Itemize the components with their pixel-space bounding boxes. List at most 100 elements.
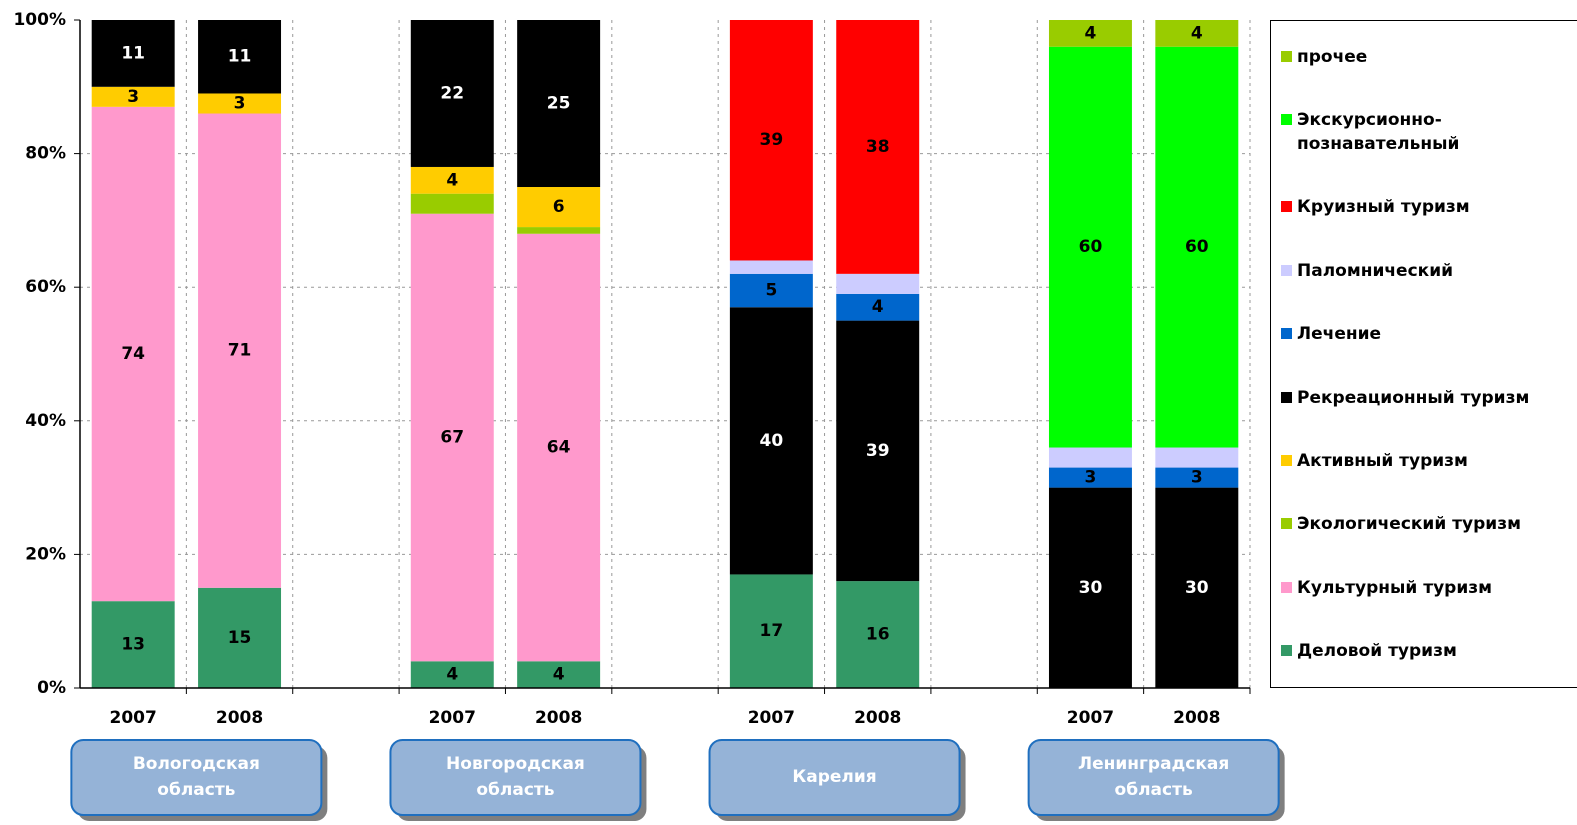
data-label: 13 <box>121 635 145 655</box>
bar-segment <box>729 307 813 575</box>
legend-label: Культурный туризм <box>1297 577 1493 598</box>
legend-item: Лечение <box>1281 322 1577 346</box>
bar-segment <box>91 86 175 107</box>
group-label: Карелия <box>792 767 876 787</box>
group-label: область <box>157 780 235 800</box>
bar-segment <box>1048 46 1132 448</box>
data-label: 4 <box>1191 23 1203 43</box>
legend-label: Лечение <box>1297 324 1382 345</box>
x-tick-label: 2007 <box>110 708 157 728</box>
legend-swatch <box>1281 328 1292 340</box>
legend-item: Деловой туризм <box>1281 639 1577 663</box>
data-label: 17 <box>760 621 784 641</box>
data-label: 60 <box>1079 237 1103 257</box>
legend-item: Активный туризм <box>1281 449 1577 473</box>
bar-segment <box>91 20 175 87</box>
data-label: 3 <box>1191 468 1203 488</box>
bar-segment <box>198 20 282 94</box>
data-label: 39 <box>866 441 890 461</box>
legend-swatch <box>1281 581 1292 593</box>
x-tick-label: 2007 <box>1067 708 1114 728</box>
legend-item: прочее <box>1281 45 1577 69</box>
bar-segment <box>410 166 494 194</box>
legend-label: прочее <box>1297 46 1368 67</box>
bar-segment <box>729 260 813 274</box>
data-label: 74 <box>121 344 145 364</box>
data-label: 16 <box>866 625 890 645</box>
x-tick-label: 2008 <box>1173 708 1220 728</box>
group-label: Вологодская <box>133 754 260 774</box>
bar-segment <box>1048 20 1132 47</box>
data-label: 4 <box>1085 23 1097 43</box>
bar-segment <box>836 20 920 274</box>
legend-item: Экскурсионно-познавательный <box>1281 108 1577 156</box>
bar-segment <box>1155 20 1239 47</box>
data-label: 30 <box>1079 578 1103 598</box>
data-label: 4 <box>872 297 884 317</box>
data-label: 6 <box>553 197 565 217</box>
x-tick-label: 2008 <box>216 708 263 728</box>
data-label: 3 <box>1085 468 1097 488</box>
data-label: 4 <box>446 170 458 190</box>
legend-item: Культурный туризм <box>1281 576 1577 600</box>
bar-segment <box>198 93 282 114</box>
bar-segment <box>91 106 175 602</box>
data-label: 38 <box>866 137 890 157</box>
legend-swatch <box>1281 114 1292 126</box>
bar-segment <box>517 227 601 234</box>
bar-segment <box>729 273 813 308</box>
x-tick-label: 2008 <box>854 708 901 728</box>
legend-swatch <box>1281 518 1292 530</box>
data-label: 71 <box>228 341 252 361</box>
legend-label: Экологический туризм <box>1297 514 1521 535</box>
legend-label: Активный туризм <box>1297 451 1468 472</box>
x-tick-label: 2007 <box>429 708 476 728</box>
data-label: 11 <box>228 47 252 67</box>
legend-swatch <box>1281 455 1292 467</box>
bar-segment <box>836 320 920 582</box>
data-label: 4 <box>553 665 565 685</box>
bar-segment <box>836 273 920 294</box>
legend-swatch <box>1281 50 1292 62</box>
data-label: 3 <box>234 94 246 114</box>
bar-segment <box>1048 447 1132 468</box>
bar-segment <box>198 113 282 588</box>
data-label: 4 <box>446 665 458 685</box>
bar-segment <box>517 661 601 688</box>
bar-segment <box>410 213 494 662</box>
bar-segment <box>198 587 282 688</box>
y-tick-label: 40% <box>25 411 66 431</box>
group-label: Ленинградская <box>1078 754 1229 774</box>
legend-label: Круизный туризм <box>1297 197 1470 218</box>
bar-segment <box>729 20 813 261</box>
group-label: область <box>476 780 554 800</box>
bar-segment <box>1048 467 1132 488</box>
group-box <box>1027 739 1280 816</box>
legend-label: Рекреационный туризм <box>1297 387 1530 408</box>
data-label: 39 <box>760 130 784 150</box>
legend-item: Рекреационный туризм <box>1281 386 1577 410</box>
legend-swatch <box>1281 645 1292 657</box>
bar-segment <box>410 20 494 167</box>
legend-item: Паломнический <box>1281 259 1577 283</box>
group-box <box>708 739 961 816</box>
data-label: 67 <box>440 428 464 448</box>
bar-segment <box>1155 467 1239 488</box>
data-label: 5 <box>765 281 777 301</box>
legend-label: Деловой туризм <box>1297 641 1457 662</box>
legend-swatch <box>1281 264 1292 276</box>
data-label: 15 <box>228 628 252 648</box>
bar-segment <box>1048 487 1132 688</box>
data-label: 11 <box>121 43 145 63</box>
y-tick-label: 20% <box>25 544 66 564</box>
bar-segment <box>836 581 920 688</box>
data-label: 3 <box>127 87 139 107</box>
data-label: 30 <box>1185 578 1209 598</box>
legend-item: Круизный туризм <box>1281 195 1577 219</box>
y-tick-label: 60% <box>25 277 66 297</box>
bar-segment <box>1155 447 1239 468</box>
bar-segment <box>410 193 494 214</box>
bar-segment <box>410 661 494 688</box>
